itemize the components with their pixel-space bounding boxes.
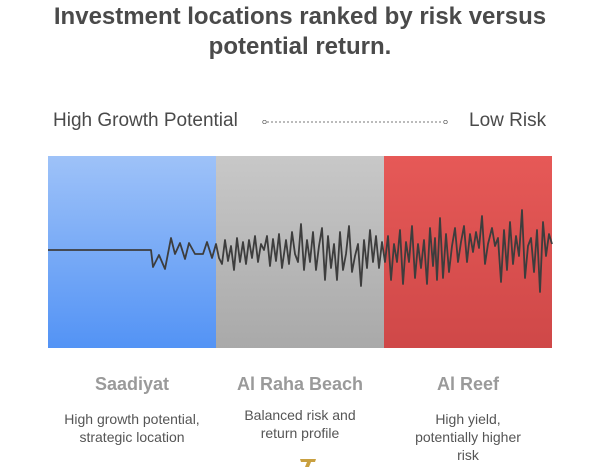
title-line-2: potential return.: [208, 33, 392, 60]
location-name: Al Reef: [436, 374, 499, 394]
location-name: Al Raha Beach: [236, 374, 364, 394]
location-name: Saadiyat: [94, 374, 170, 394]
axis-left-label: High Growth Potential: [53, 110, 238, 131]
panel-saadiyat: [48, 156, 216, 348]
location-description: High yield, potentially higher risk: [415, 411, 521, 463]
location-al-raha-beach: Al Raha Beach Balanced risk and return p…: [216, 372, 384, 442]
diagram-title: Investment locations ranked by risk vers…: [0, 2, 600, 62]
location-saadiyat: Saadiyat High growth potential, strategi…: [48, 372, 216, 446]
panel-al-raha-beach: [216, 156, 384, 348]
location-al-reef: Al Reef High yield, potentially higher r…: [384, 372, 552, 464]
axis-right-label: Low Risk: [469, 110, 547, 131]
brand-logo-icon: [300, 459, 316, 467]
axis-scale: High Growth Potential Low Risk: [0, 108, 600, 134]
location-description: Balanced risk and return profile: [244, 407, 356, 441]
panel-al-reef: [384, 156, 552, 348]
location-description: High growth potential, strategic locatio…: [64, 411, 200, 445]
dotted-connector-icon: [262, 120, 448, 124]
title-line-1: Investment locations ranked by risk vers…: [53, 3, 547, 30]
